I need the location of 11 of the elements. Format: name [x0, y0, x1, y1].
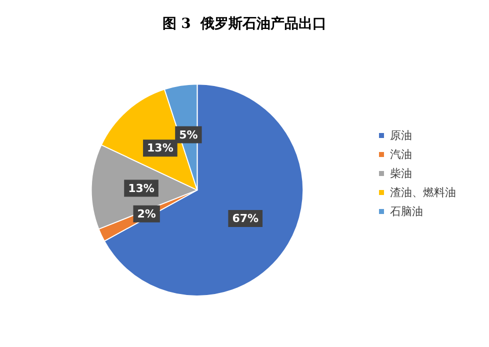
- legend-label: 原油: [390, 129, 412, 142]
- legend-label: 石脑油: [390, 205, 423, 218]
- chart-title: 图 3 俄罗斯石油产品出口: [162, 15, 327, 32]
- legend-label: 汽油: [390, 148, 412, 161]
- data-label: 13%: [128, 182, 154, 195]
- data-label: 2%: [137, 207, 156, 220]
- legend-label: 渣油、燃料油: [390, 186, 456, 199]
- data-label: 67%: [232, 212, 259, 226]
- data-label: 5%: [179, 128, 198, 142]
- legend-label: 柴油: [390, 167, 412, 180]
- data-label: 13%: [147, 142, 174, 155]
